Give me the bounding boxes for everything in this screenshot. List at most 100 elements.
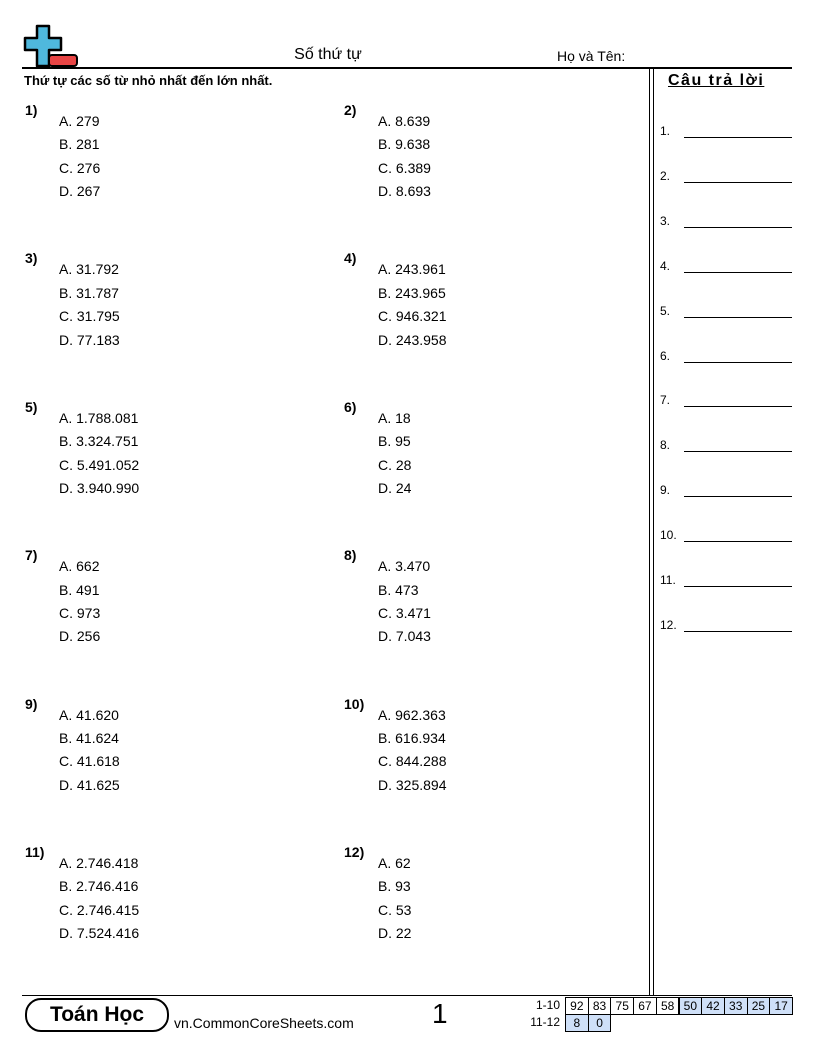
answer-row: 6. [660,349,792,363]
problem: 1) A. 279 B. 281 C. 276 D. 267 [25,102,325,212]
problem-number: 3) [25,250,38,267]
score-cell: 58 [655,997,680,1015]
options-list: A. 41.620 B. 41.624 C. 41.618 D. 41.625 [59,704,120,798]
option: D. 77.183 [59,331,120,348]
option: B. 473 [378,581,419,598]
option: A. 279 [59,113,100,129]
options-list: A. 962.363 B. 616.934 C. 844.288 D. 325.894 [378,704,447,798]
option: A. 962.363 [378,706,446,723]
score-cell: 83 [587,997,612,1015]
answer-row: 4. [660,259,792,273]
answer-row: 10. [660,528,792,543]
option: C. 28 [378,456,412,473]
option: D. 24 [378,480,412,497]
answer-blank[interactable] [684,226,792,228]
option: B. 491 [59,581,100,598]
option: C. 946.321 [378,308,447,325]
score-cell: 0 [587,1014,612,1032]
answer-label: 12. [660,617,677,632]
option: B. 41.624 [59,730,119,746]
option: D. 22 [378,925,412,942]
option: C. 2.746.415 [59,901,140,918]
option: A. 3.470 [378,558,431,575]
problem-number: 8) [344,547,357,564]
problem: 6) A. 18 B. 95 C. 28 D. 24 [344,399,644,509]
answer-row: 2. [660,169,792,183]
answer-blank[interactable] [684,451,792,453]
option: B. 616.934 [378,730,446,746]
option: D. 7.043 [378,628,431,645]
options-list: A. 279 B. 281 C. 276 D. 267 [59,110,100,204]
option: D. 243.958 [378,331,447,348]
name-label: Họ và Tên: [557,48,626,64]
options-list: A. 31.792 B. 31.787 C. 31.795 D. 77.183 [59,258,120,352]
options-list: A. 1.788.081 B. 3.324.751 C. 5.491.052 D. 3… [59,407,139,501]
score-cell: 67 [633,997,657,1015]
option: A. 1.788.081 [59,409,139,426]
answer-label: 8. [660,438,671,453]
options-list: A. 18 B. 95 C. 28 D. 24 [378,407,411,501]
option: D. 3.940.990 [59,480,140,497]
option: C. 6.389 [378,159,431,176]
answer-label: 11. [660,573,676,587]
answer-label: 7. [660,393,671,408]
answer-blank[interactable] [684,137,792,138]
option: A. 31.792 [59,261,119,278]
answer-blank[interactable] [684,316,792,318]
option: A. 41.620 [59,706,119,723]
problem-number: 1) [25,102,38,118]
options-list: A. 3.470 B. 473 C. 3.471 D. 7.043 [378,555,431,649]
option: D. 325.894 [378,776,447,793]
options-list: A. 2.746.418 B. 2.746.416 C. 2.746.415 D. 7… [59,852,139,946]
option: B. 31.787 [59,284,119,301]
score-cell: 8 [565,1014,589,1032]
problem: 11) A. 2.746.418 B. 2.746.416 C. 2.746.415 D… [25,844,325,954]
score-cell: 92 [565,997,589,1015]
options-list: A. 662 B. 491 C. 973 D. 256 [59,555,100,649]
answer-label: 5. [660,303,671,318]
option: B. 9.638 [378,136,431,153]
option: B. 95 [378,433,411,450]
option: C. 53 [378,901,412,918]
option: D. 41.625 [59,776,120,793]
answer-row: 7. [660,393,792,408]
answer-blank[interactable] [684,181,792,183]
options-list: A. 62 B. 93 C. 53 D. 22 [378,852,411,946]
answer-blank[interactable] [684,271,792,273]
answer-blank[interactable] [684,541,792,543]
problem: 8) A. 3.470 B. 473 C. 3.471 D. 7.043 [344,547,644,657]
problem-number: 4) [344,250,357,267]
option: C. 5.491.052 [59,456,140,473]
problem: 5) A. 1.788.081 B. 3.324.751 C. 5.491.052 D.… [25,399,325,509]
option: C. 41.618 [59,753,120,770]
problem: 9) A. 41.620 B. 41.624 C. 41.618 D. 41.625 [25,696,325,806]
option: C. 973 [59,605,101,621]
answer-key-title: Câu trả lời [668,72,765,89]
option: C. 844.288 [378,753,447,770]
option: D. 267 [59,183,101,200]
problem: 12) A. 62 B. 93 C. 53 D. 22 [344,844,644,954]
brand-badge: Toán Học [25,998,169,1032]
score-cell: 33 [723,997,748,1015]
option: A. 662 [59,558,100,575]
footer-divider [22,995,792,996]
answer-row: 3. [660,214,792,228]
answer-label: 1. [660,124,671,138]
options-list: A. 8.639 B. 9.638 C. 6.389 D. 8.693 [378,110,431,204]
answer-row: 8. [660,438,792,453]
problem-number: 6) [344,398,357,415]
answer-label: 3. [660,213,671,228]
answer-blank[interactable] [684,406,792,408]
answer-blank[interactable] [684,630,792,632]
problem: 7) A. 662 B. 491 C. 973 D. 256 [25,547,325,657]
score-cell: 42 [701,997,725,1015]
column-divider [653,68,654,995]
option: C. 276 [59,159,101,176]
worksheet-title: Số thứ tự [294,46,362,63]
answer-blank[interactable] [684,586,792,587]
answer-label: 10. [660,528,677,543]
answer-blank[interactable] [684,361,792,363]
header-divider [22,67,792,69]
answer-blank[interactable] [684,496,792,498]
